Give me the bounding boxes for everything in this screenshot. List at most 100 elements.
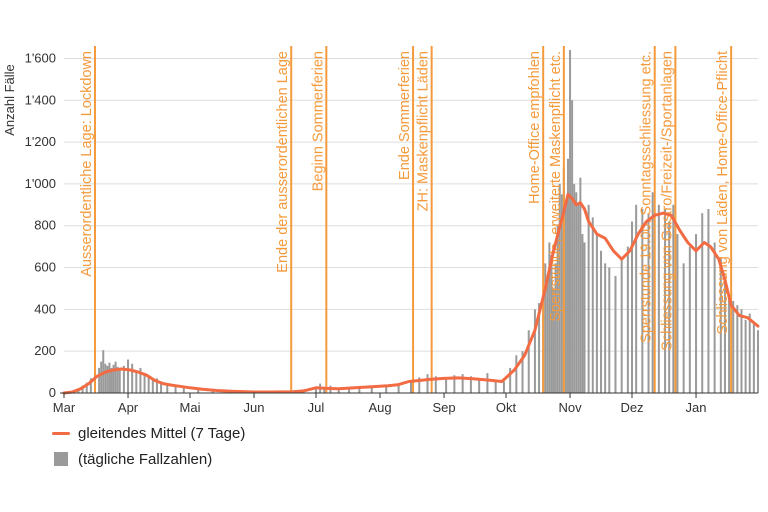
daily-case-bar xyxy=(502,381,505,393)
daily-case-bar xyxy=(546,280,549,393)
daily-case-bar xyxy=(748,313,751,393)
daily-case-bar xyxy=(752,321,755,393)
daily-case-bar xyxy=(85,382,88,393)
daily-case-bar xyxy=(581,234,584,393)
daily-case-bar xyxy=(558,183,561,393)
daily-case-bar xyxy=(166,383,169,393)
moving-average-line xyxy=(62,192,760,395)
daily-case-bar xyxy=(100,361,103,393)
daily-case-bar xyxy=(337,388,340,393)
daily-case-bar xyxy=(560,194,563,393)
daily-case-bar xyxy=(604,263,607,393)
daily-case-bar xyxy=(135,372,138,393)
daily-case-bar xyxy=(143,373,146,393)
event-label: ZH: Maskenpflicht Läden xyxy=(416,51,432,211)
daily-case-bar xyxy=(323,386,326,393)
daily-case-bar xyxy=(106,365,109,393)
daily-case-bar xyxy=(583,242,586,393)
daily-case-bar xyxy=(147,377,150,393)
daily-case-bar xyxy=(614,275,617,393)
legend-item-bars: (tägliche Fallzahlen) xyxy=(52,446,245,472)
daily-case-bar xyxy=(104,363,107,393)
daily-case-bar xyxy=(118,370,121,393)
daily-case-bar xyxy=(701,213,704,393)
daily-case-bar xyxy=(108,362,111,393)
event-label: Ende der ausserordentlichen Lage xyxy=(275,51,291,273)
daily-case-bar xyxy=(550,255,553,393)
y-axis-title: Anzahl Fälle xyxy=(2,64,17,136)
event-label: Ende Sommerferien xyxy=(397,51,413,180)
daily-case-bar xyxy=(445,378,448,393)
daily-case-bar xyxy=(538,303,541,393)
x-tick-label: Nov xyxy=(558,400,582,415)
legend-bar-swatch xyxy=(54,452,68,466)
daily-case-bar xyxy=(556,225,559,393)
event-markers: Ausserordentliche Lage: Lockdown Ende der… xyxy=(79,46,733,393)
daily-case-bar xyxy=(397,383,400,393)
daily-case-bar xyxy=(370,385,373,393)
daily-case-bar xyxy=(564,200,567,393)
daily-case-bar xyxy=(744,319,747,393)
daily-case-bar xyxy=(672,204,675,393)
legend-bar-label: (tägliche Fallzahlen) xyxy=(78,450,213,468)
daily-case-bar xyxy=(348,387,351,393)
daily-case-bar xyxy=(707,209,710,393)
daily-case-bar xyxy=(695,234,698,393)
x-tick-label: Aug xyxy=(368,400,391,415)
x-tick-label: Jul xyxy=(308,400,325,415)
legend-line-swatch xyxy=(52,431,70,435)
x-tick-label: Apr xyxy=(118,400,139,415)
x-tick-label: Mai xyxy=(180,400,201,415)
daily-case-bar xyxy=(486,373,489,393)
daily-case-bar xyxy=(122,365,125,393)
daily-case-bar xyxy=(757,330,759,393)
daily-case-bar xyxy=(579,177,582,393)
daily-case-bar xyxy=(116,366,119,393)
daily-case-bar xyxy=(676,234,679,393)
x-tick-label: Okt xyxy=(496,400,517,415)
daily-case-bar xyxy=(89,378,92,393)
daily-case-bar xyxy=(600,250,603,393)
daily-case-bar xyxy=(494,380,497,393)
y-tick-label: 1'600 xyxy=(25,50,56,65)
daily-case-bar xyxy=(591,217,594,393)
daily-case-bar xyxy=(740,309,743,393)
x-tick-label: Jan xyxy=(686,400,707,415)
axes: 0 200 400 600 800 1'000 1'200 1'400 1'600 Mar Apr M… xyxy=(25,50,758,415)
daily-case-bar xyxy=(155,378,158,393)
daily-case-bar xyxy=(620,259,623,393)
daily-case-bar xyxy=(127,359,130,393)
daily-case-bar xyxy=(358,386,361,393)
daily-case-bar xyxy=(461,374,464,393)
moving-average-line-group xyxy=(62,192,760,395)
daily-case-bar xyxy=(410,380,412,393)
daily-case-bar xyxy=(509,367,512,393)
daily-case-bar xyxy=(197,388,200,393)
daily-case-bar xyxy=(544,263,547,393)
daily-case-bar xyxy=(575,192,578,393)
legend-item-line: gleitendes Mittel (7 Tage) xyxy=(52,420,245,446)
daily-case-bar xyxy=(139,367,142,393)
daily-case-bar xyxy=(664,209,667,393)
y-tick-label: 600 xyxy=(34,260,56,275)
daily-case-bar xyxy=(554,263,557,393)
daily-case-bar xyxy=(635,204,638,393)
daily-case-bar xyxy=(98,367,101,393)
y-tick-label: 800 xyxy=(34,218,56,233)
daily-case-bar xyxy=(533,309,536,393)
daily-case-bar xyxy=(577,204,580,393)
daily-case-bar xyxy=(418,377,421,393)
daily-case-bar xyxy=(160,381,163,393)
daily-case-bar xyxy=(569,50,572,393)
daily-case-bar xyxy=(651,192,654,393)
x-tick-label: Sep xyxy=(432,400,455,415)
daily-case-bar xyxy=(719,257,722,393)
event-label: Home-Office empfohlen xyxy=(527,51,543,204)
daily-case-bar xyxy=(478,378,481,393)
x-tick-label: Jun xyxy=(244,400,265,415)
y-tick-label: 0 xyxy=(49,385,56,400)
covid-cases-chart: Ausserordentliche Lage: Lockdown Ende der… xyxy=(2,46,760,415)
daily-case-bar xyxy=(595,234,598,393)
daily-case-bar xyxy=(566,158,569,393)
daily-case-bar xyxy=(182,386,185,393)
